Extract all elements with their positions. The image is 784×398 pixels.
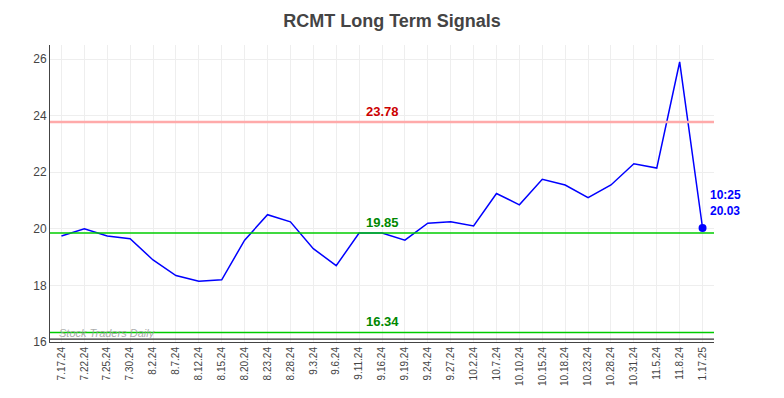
svg-text:8.7.24: 8.7.24 [170, 347, 181, 375]
svg-text:7.17.24: 7.17.24 [56, 347, 67, 381]
svg-text:20: 20 [33, 222, 47, 236]
svg-text:1.17.25: 1.17.25 [697, 347, 708, 381]
svg-text:11.8.24: 11.8.24 [674, 347, 685, 380]
svg-text:11.5.24: 11.5.24 [651, 347, 662, 380]
svg-text:9.16.24: 9.16.24 [376, 347, 387, 381]
svg-text:9.24.24: 9.24.24 [422, 347, 433, 381]
svg-text:10:2520.03: 10:2520.03 [710, 188, 741, 218]
svg-text:8.28.24: 8.28.24 [285, 347, 296, 381]
svg-text:8.23.24: 8.23.24 [262, 347, 273, 381]
svg-text:Stock Traders Daily: Stock Traders Daily [59, 327, 156, 339]
svg-text:9.6.24: 9.6.24 [330, 347, 341, 375]
svg-text:16: 16 [33, 335, 47, 349]
svg-text:10.7.24: 10.7.24 [491, 347, 502, 381]
svg-text:10.23.24: 10.23.24 [582, 347, 593, 386]
svg-text:23.78: 23.78 [366, 104, 399, 119]
svg-text:9.27.24: 9.27.24 [445, 347, 456, 381]
svg-text:9.19.24: 9.19.24 [399, 347, 410, 381]
svg-text:8.20.24: 8.20.24 [239, 347, 250, 381]
svg-text:RCMT Long Term Signals: RCMT Long Term Signals [283, 11, 501, 31]
svg-text:24: 24 [33, 109, 47, 123]
svg-text:7.22.24: 7.22.24 [79, 347, 90, 381]
svg-text:8.2.24: 8.2.24 [147, 347, 158, 375]
svg-text:16.34: 16.34 [366, 314, 399, 329]
svg-text:9.3.24: 9.3.24 [308, 347, 319, 375]
svg-text:10.15.24: 10.15.24 [537, 347, 548, 386]
svg-text:18: 18 [33, 279, 47, 293]
svg-text:10.10.24: 10.10.24 [514, 347, 525, 386]
svg-text:9.11.24: 9.11.24 [353, 347, 364, 380]
svg-text:8.12.24: 8.12.24 [193, 347, 204, 381]
svg-text:10.31.24: 10.31.24 [628, 347, 639, 386]
svg-text:8.15.24: 8.15.24 [216, 347, 227, 381]
svg-text:19.85: 19.85 [366, 215, 399, 230]
svg-text:26: 26 [33, 52, 47, 66]
svg-text:7.25.24: 7.25.24 [101, 347, 112, 381]
svg-text:7.30.24: 7.30.24 [124, 347, 135, 381]
svg-text:10.28.24: 10.28.24 [605, 347, 616, 386]
svg-text:10.18.24: 10.18.24 [559, 347, 570, 386]
svg-text:10.2.24: 10.2.24 [468, 347, 479, 381]
svg-text:22: 22 [33, 165, 47, 179]
